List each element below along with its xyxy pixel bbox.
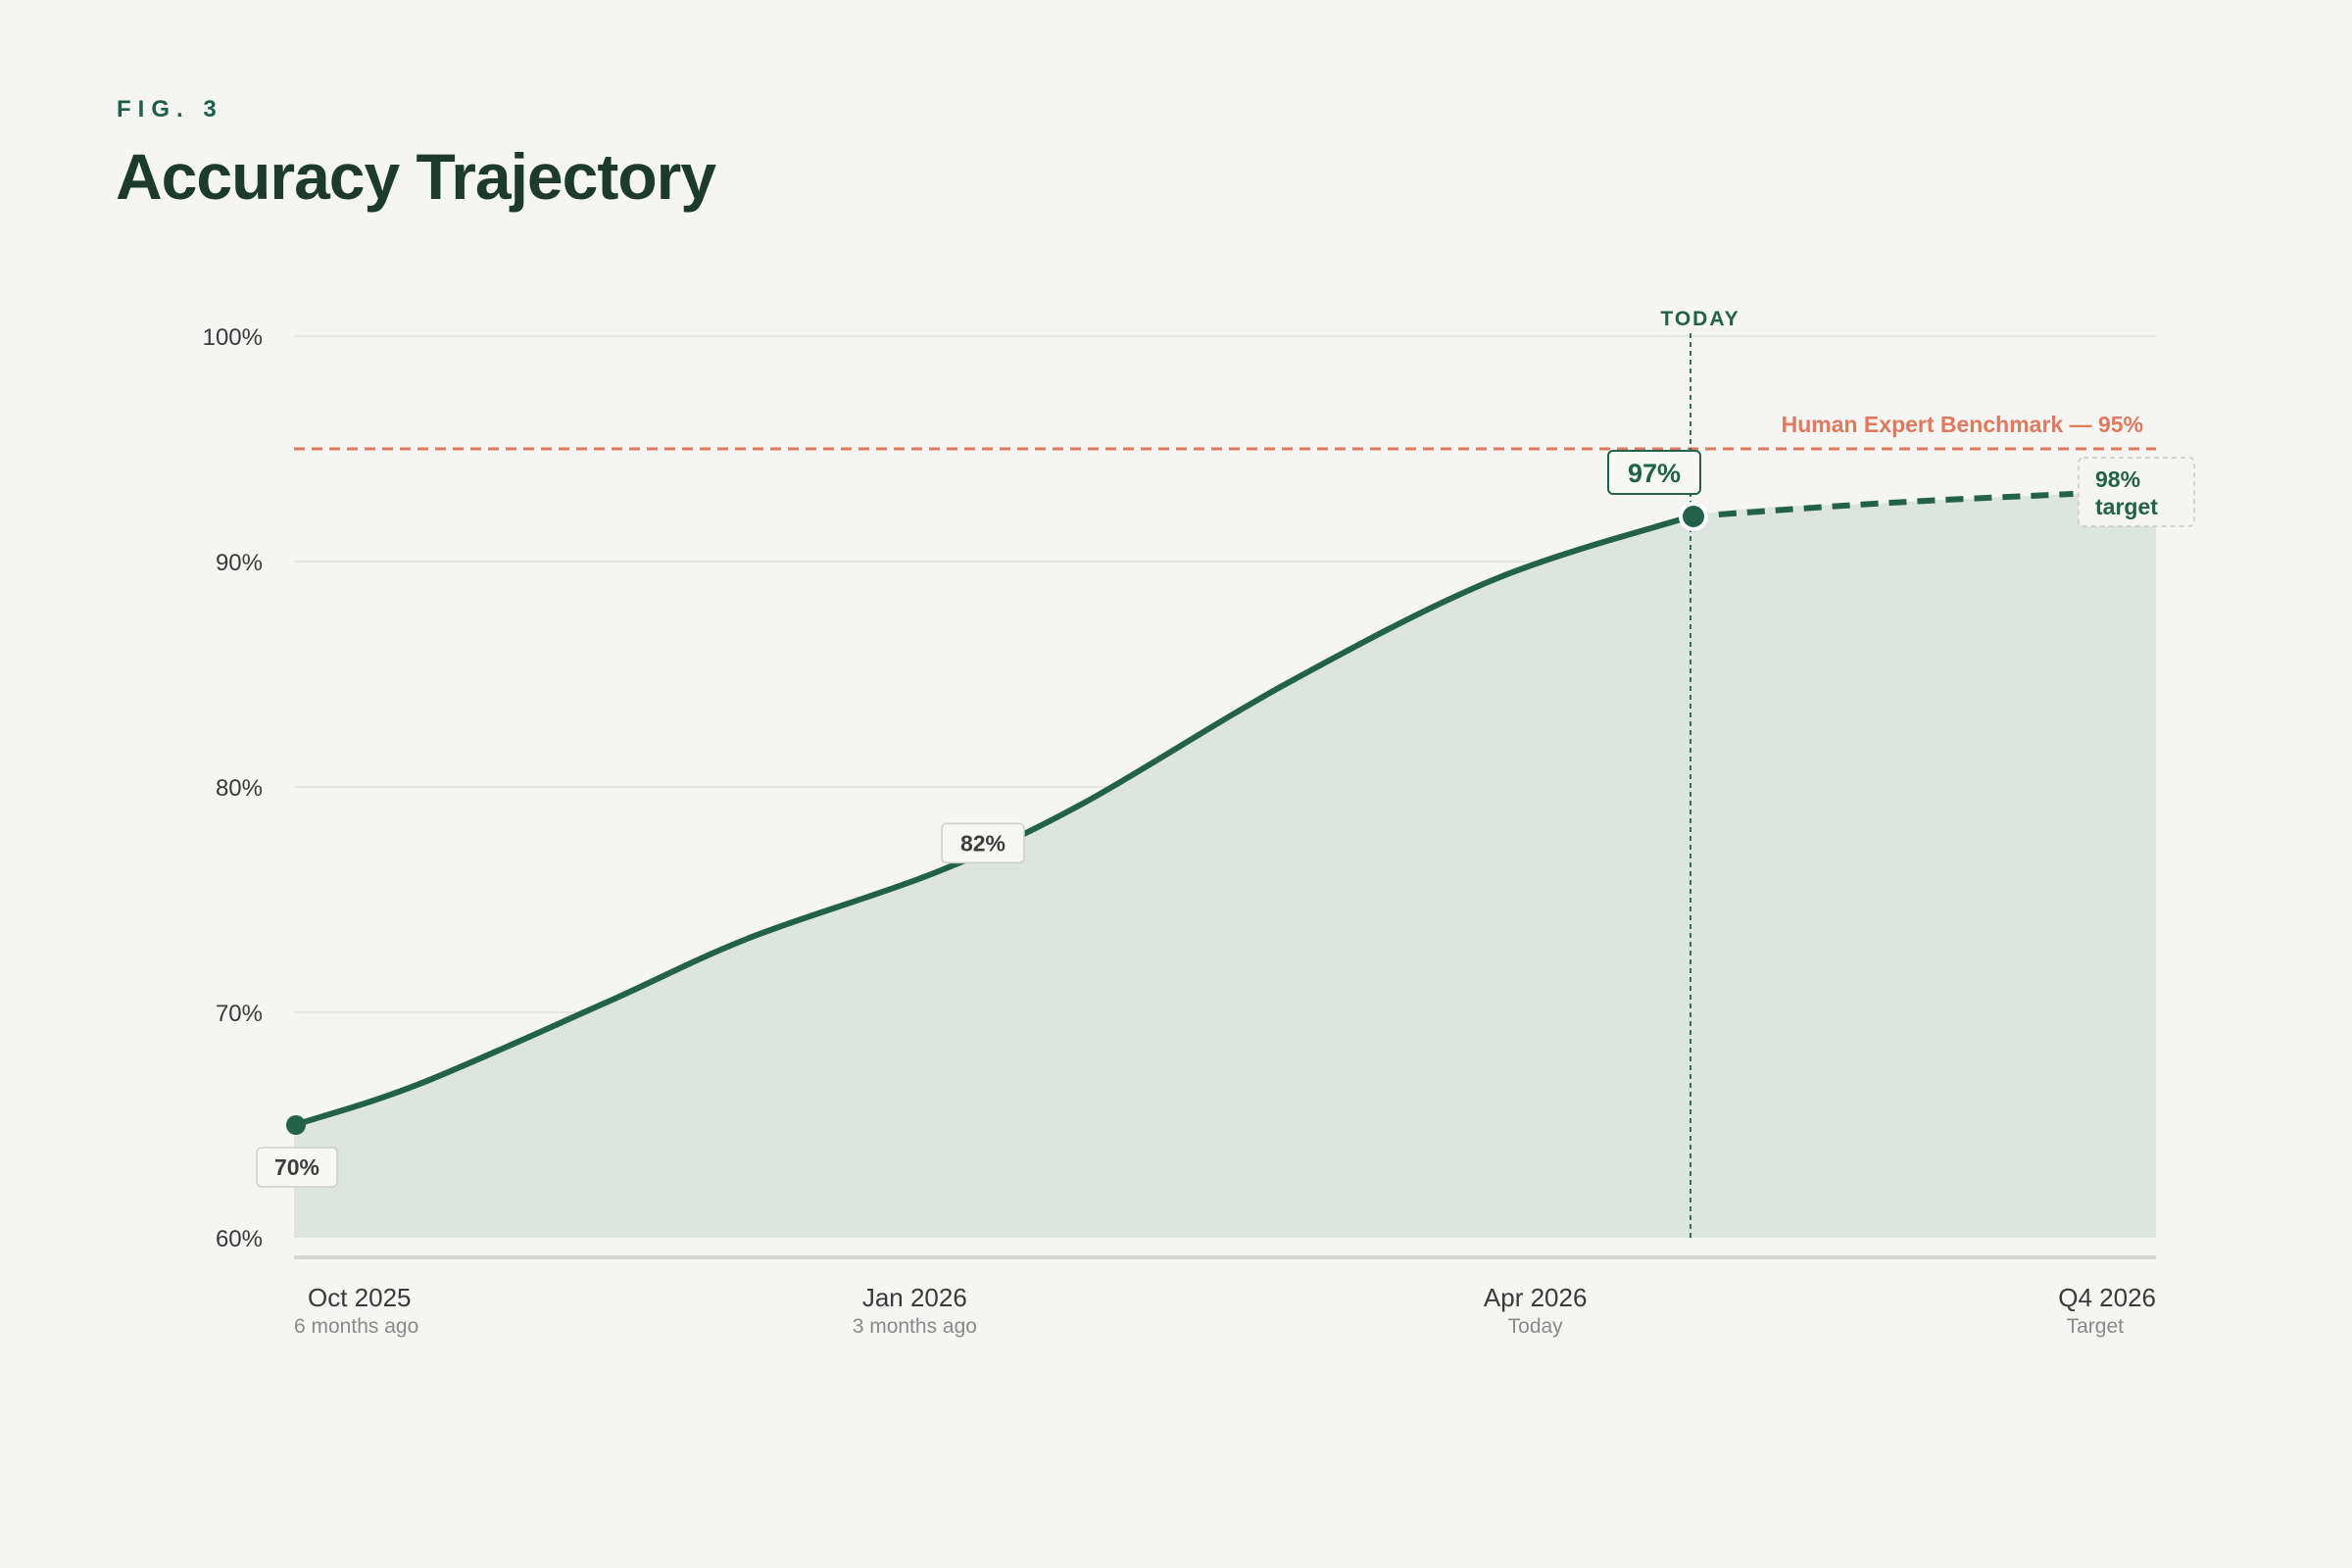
data-label: 82% <box>960 830 1005 856</box>
x-tick-label: Oct 2025 <box>308 1283 412 1312</box>
data-labels: 70% 82% 97% 98%target <box>256 450 2195 1188</box>
y-tick-label: 60% <box>216 1226 263 1252</box>
target-caption-label: target <box>2095 494 2158 519</box>
data-point <box>1683 506 1704 527</box>
chart-title: Accuracy Trajectory <box>116 140 716 213</box>
data-label-box <box>1607 450 1701 495</box>
data-label: 70% <box>274 1154 319 1180</box>
x-tick-sublabel: 3 months ago <box>853 1315 977 1338</box>
x-tick-sublabel: Today <box>1508 1315 1564 1338</box>
x-tick-label: Q4 2026 <box>2058 1283 2156 1312</box>
y-tick-label: 70% <box>216 1001 263 1027</box>
series-lines <box>286 491 2074 1135</box>
data-point <box>286 1115 306 1135</box>
data-label: 97% <box>1628 459 1681 488</box>
data-label-box <box>941 822 1025 864</box>
benchmark-label: Human Expert Benchmark — 95% <box>1782 412 2143 437</box>
target-label-box <box>2078 457 2195 527</box>
target-value-label: 98% <box>2095 466 2140 492</box>
benchmark-layer: Human Expert Benchmark — 95% <box>294 412 2156 451</box>
area-fill <box>294 494 2156 1238</box>
figure-label: FIG. 3 <box>117 96 223 122</box>
today-label: TODAY <box>1660 308 1740 330</box>
projection-line <box>1690 491 2074 519</box>
accuracy-line <box>291 514 1693 1128</box>
area-fill-shape <box>294 494 2156 1238</box>
x-tick-sublabel: 6 months ago <box>294 1315 418 1338</box>
y-tick-label: 90% <box>216 550 263 576</box>
y-tick-label: 80% <box>216 775 263 802</box>
data-label-box <box>256 1147 338 1188</box>
x-tick-label: Jan 2026 <box>862 1283 967 1312</box>
axes: 60% 70% 80% 90% 100% Oct 2025 6 months ago Jan … <box>203 324 2156 1338</box>
x-tick-label: Apr 2026 <box>1484 1283 1588 1312</box>
x-tick-sublabel: Target <box>2067 1315 2125 1338</box>
y-tick-label: 100% <box>203 324 263 351</box>
